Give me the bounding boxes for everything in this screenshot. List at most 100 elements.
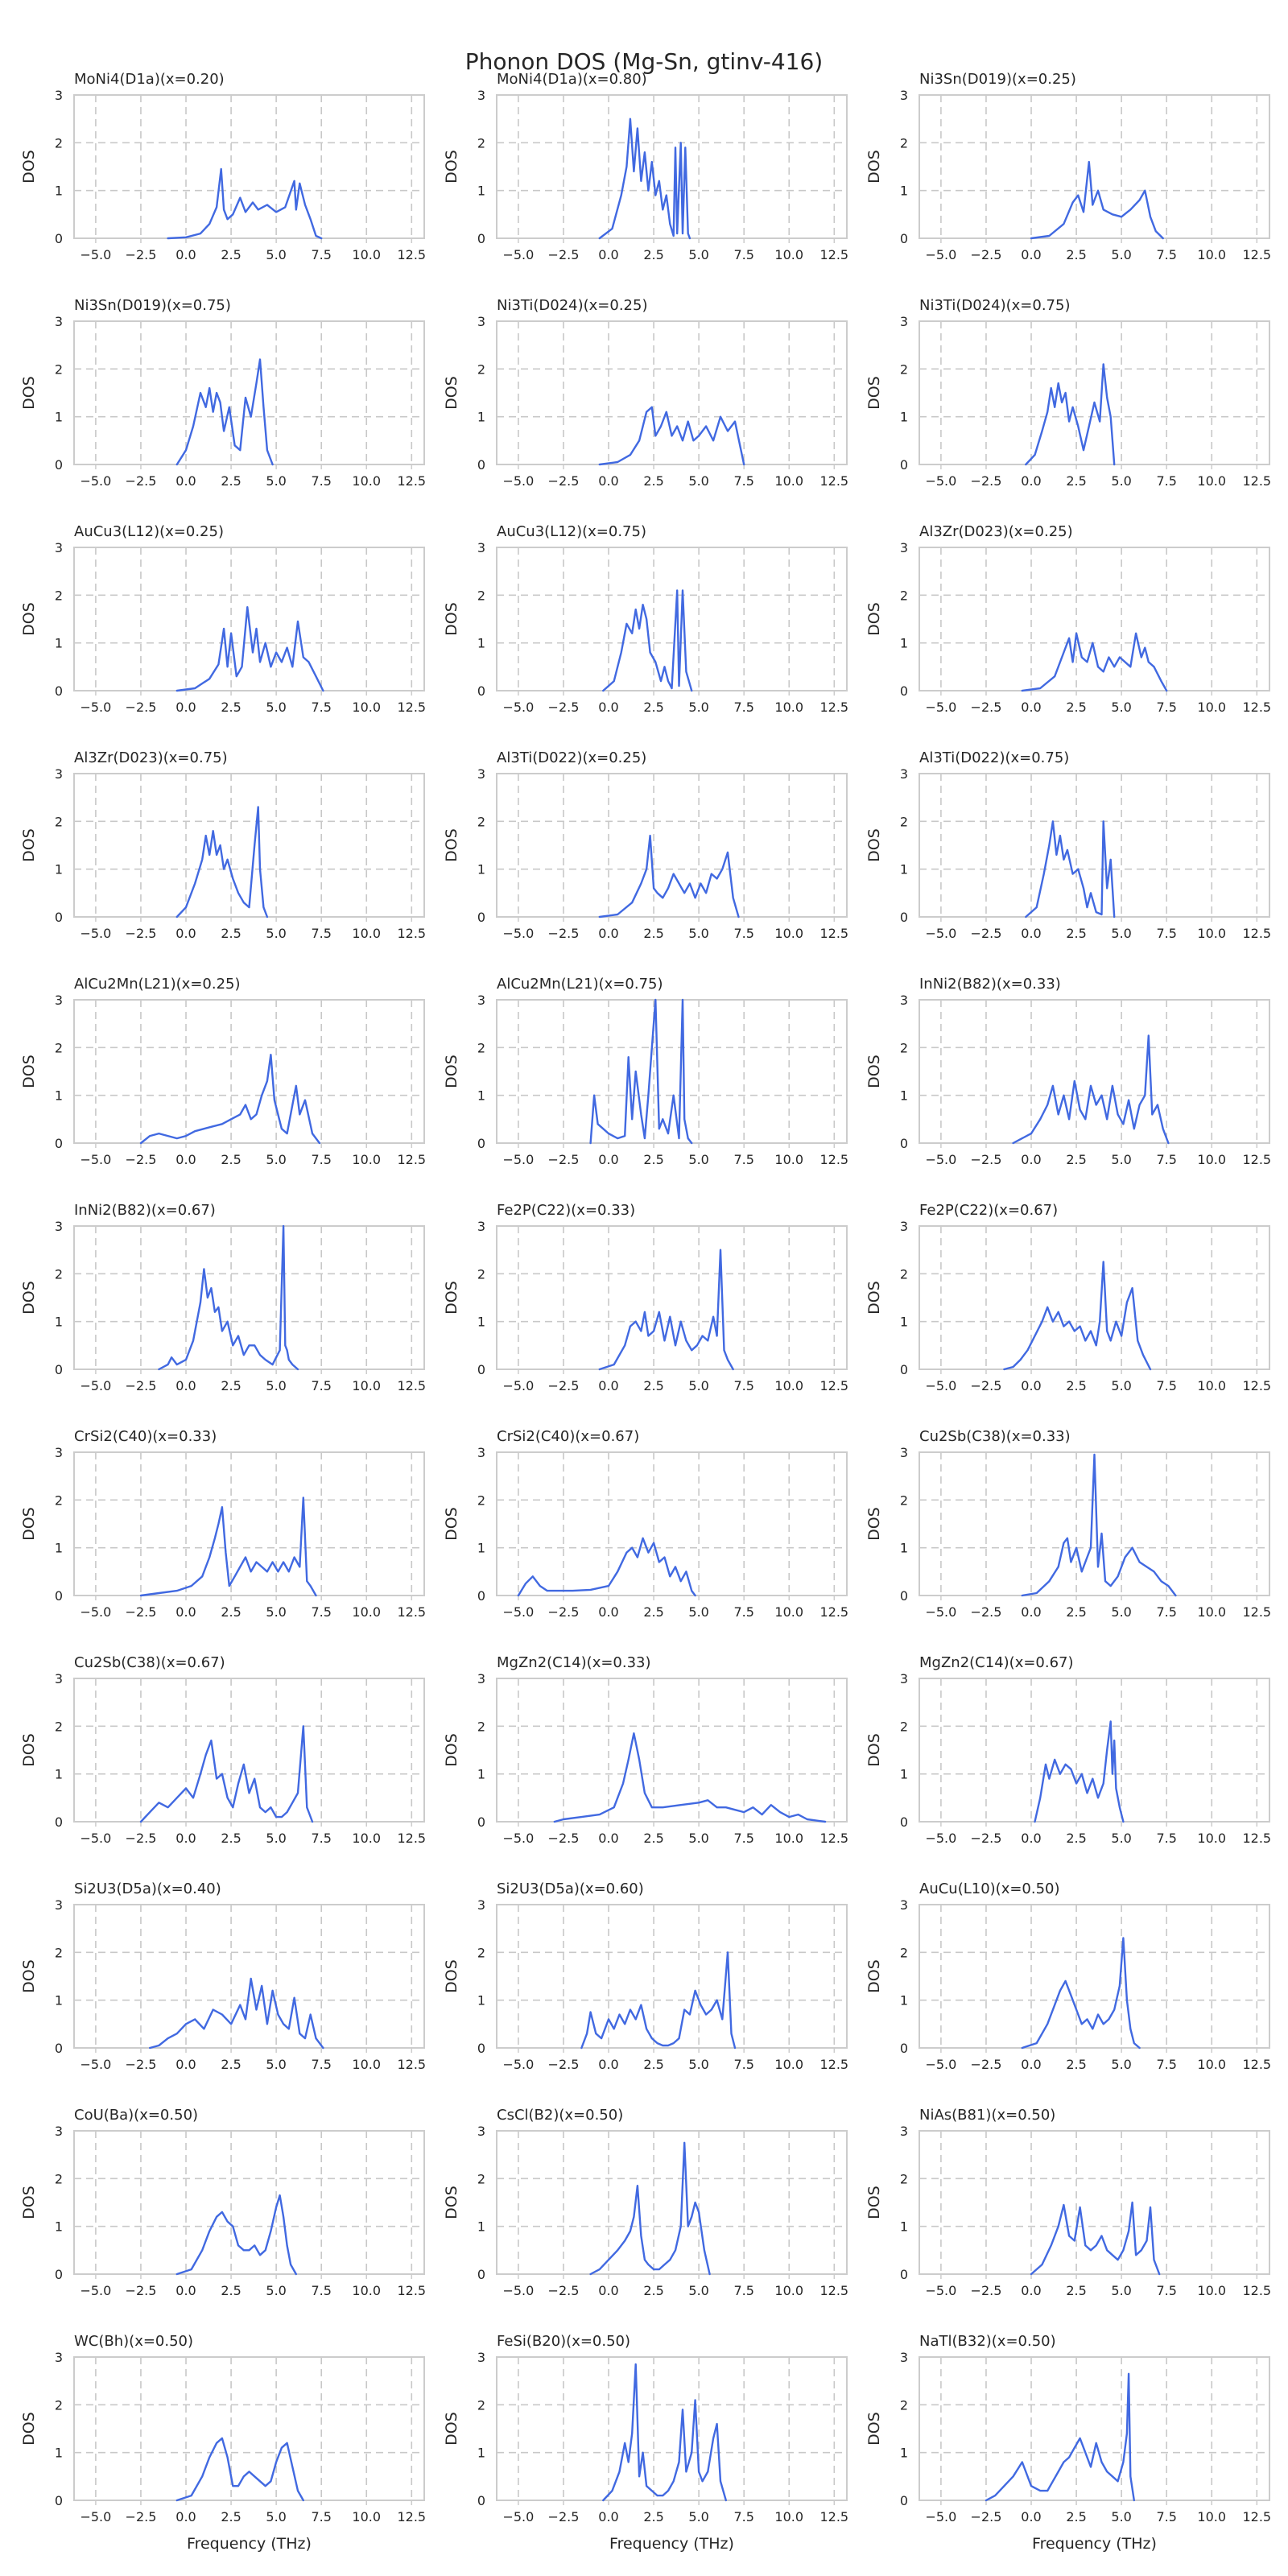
dos-series-line [598,406,745,466]
x-tick-label: −2.5 [971,1152,1002,1167]
y-tick-label: 0 [477,2267,485,2282]
y-tick-label: 1 [55,1315,63,1330]
x-tick-label: −2.5 [548,1604,580,1620]
dos-panel: Al3Zr(D023)(x=0.75) −5.0 −2.5 0.0 2.5 5.0 7.5 1… [20,749,426,941]
x-tick-label: 10.0 [1197,473,1226,489]
x-tick-label: −2.5 [126,2057,157,2072]
dos-series-line [148,1977,324,2050]
x-tick-label: 2.5 [1066,2057,1086,2072]
plot-frame [73,547,425,691]
y-tick-label: 1 [55,410,63,425]
x-tick-label: 2.5 [643,1604,663,1620]
x-tick-label: 2.5 [1066,2283,1086,2298]
x-tick-label: 12.5 [397,2509,426,2524]
x-tick-label: −5.0 [502,700,534,715]
dos-series-line [1030,160,1164,240]
dos-series-line [167,167,323,240]
x-tick-label: −2.5 [126,700,157,715]
x-tick-label: 0.0 [598,1604,618,1620]
plot-frame [919,547,1270,691]
x-tick-label: 7.5 [1156,926,1176,941]
x-tick-label: −5.0 [502,1604,534,1620]
x-tick-label: −5.0 [502,1831,534,1846]
x-tick-label: 12.5 [1242,1152,1271,1167]
x-tick-label: 7.5 [733,473,753,489]
y-tick-label: 0 [477,1814,485,1830]
panel-title: AlCu2Mn(L21)(x=0.75) [497,976,663,993]
x-tick-label: 5.0 [1111,2057,1131,2072]
x-tick-label: 10.0 [352,926,381,941]
x-tick-label: 10.0 [352,247,381,262]
y-tick-label: 1 [477,2219,485,2235]
x-tick-label: 7.5 [733,2509,753,2524]
x-tick-label: 7.5 [1156,1378,1176,1393]
dos-panel: FeSi(B20)(x=0.50) −5.0 −2.5 0.0 2.5 5.0 7.5 10.… [443,2333,848,2553]
dos-series-line [139,1725,314,1823]
y-axis-label: DOS [20,1507,38,1541]
x-tick-label: 12.5 [819,473,848,489]
x-tick-label: 7.5 [733,926,753,941]
y-tick-label: 1 [477,184,485,199]
y-tick-label: 0 [477,2041,485,2056]
y-tick-label: 1 [55,636,63,651]
x-tick-label: 12.5 [397,2057,426,2072]
y-tick-label: 2 [477,1266,485,1282]
x-tick-label: 5.0 [266,2283,286,2298]
x-tick-label: 0.0 [175,1831,196,1846]
dos-panel: Cu2Sb(C38)(x=0.67)−5.0 −2.5 0.0 2.5 5.0 7.5 10… [20,1654,426,1846]
x-tick-label: 2.5 [1066,1604,1086,1620]
x-tick-label: 0.0 [598,926,618,941]
dos-panel: MgZn2(C14)(x=0.33)−5.0 −2.5 0.0 2.5 5.0 7.5 10… [443,1654,848,1846]
plot-frame [73,2356,425,2501]
panel-title: Fe2P(C22)(x=0.33) [497,1202,635,1219]
x-tick-label: 12.5 [819,2057,848,2072]
x-tick-label: 2.5 [1066,1378,1086,1393]
dos-panel: InNi2(B82)(x=0.67)−5.0 −2.5 0.0 2.5 5.0 7.5 10… [20,1202,426,1393]
x-tick-label: 10.0 [352,1604,381,1620]
x-tick-label: −5.0 [80,1831,111,1846]
dos-panel: AlCu2Mn(L21)(x=0.25) −5.0 −2.5 0.0 2.5 5.0 7.5… [20,976,426,1167]
y-tick-label: 3 [477,1671,485,1686]
x-tick-label: 2.5 [643,1152,663,1167]
x-tick-label: −2.5 [971,1831,1002,1846]
x-tick-label: −5.0 [80,2283,111,2298]
dos-panel: CrSi2(C40)(x=0.67)−5.0 −2.5 0.0 2.5 5.0 7.5 10… [443,1428,848,1620]
y-tick-label: 2 [477,361,485,377]
panel-title: Al3Ti(D022)(x=0.75) [919,749,1069,766]
dos-panel: Fe2P(C22)(x=0.33) −5.0 −2.5 0.0 2.5 5.0 7.5 10.… [443,1202,848,1393]
y-tick-label: 0 [477,1588,485,1604]
x-tick-label: −2.5 [126,1831,157,1846]
plot-frame [919,320,1270,465]
panel-title: Cu2Sb(C38)(x=0.67) [74,1654,225,1671]
y-tick-label: 1 [477,1088,485,1104]
y-tick-label: 2 [477,1040,485,1055]
y-tick-label: 3 [55,1445,63,1460]
x-tick-label: 7.5 [311,247,331,262]
x-tick-label: 10.0 [352,2057,381,2072]
y-axis-label: DOS [443,376,460,410]
x-tick-label: 0.0 [598,2509,618,2524]
y-tick-label: 3 [477,1219,485,1234]
panel-grid: MoNi4(D1a)(x=0.20)−5.0 −2.5 0.0 2.5 5.0 7.5 10… [20,71,1271,2553]
y-axis-label: DOS [443,1733,460,1767]
x-tick-label: −5.0 [80,1152,111,1167]
panel-title: Si2U3(D5a)(x=0.40) [74,1880,221,1897]
x-tick-label: 2.5 [1066,926,1086,941]
plot-frame [919,2130,1270,2275]
y-tick-label: 0 [55,2493,63,2508]
x-tick-label: −5.0 [502,247,534,262]
x-tick-label: 2.5 [221,2509,241,2524]
x-tick-label: −2.5 [548,700,580,715]
x-tick-label: 5.0 [1111,926,1131,941]
x-axis-label: Frequency (THz) [609,2535,734,2553]
y-tick-label: 3 [900,2350,908,2365]
dos-panel: Al3Ti(D022)(x=0.25) −5.0 −2.5 0.0 2.5 5.0 7.5 1… [443,749,848,941]
x-tick-label: 5.0 [688,1604,708,1620]
dos-panel: CrSi2(C40)(x=0.33)−5.0 −2.5 0.0 2.5 5.0 7.5 10… [20,1428,426,1620]
x-tick-label: 7.5 [733,700,753,715]
plot-frame [73,2130,425,2275]
x-tick-label: 7.5 [311,473,331,489]
y-axis-label: DOS [865,2186,883,2219]
x-tick-label: −5.0 [502,473,534,489]
panel-title: Ni3Ti(D024)(x=0.75) [919,297,1070,314]
